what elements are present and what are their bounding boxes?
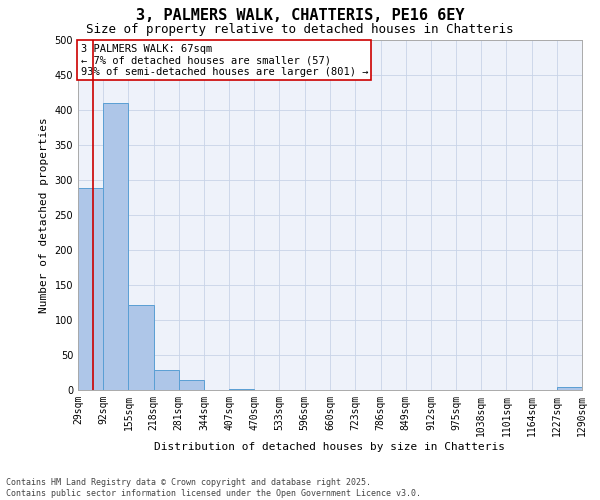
Bar	[128, 304, 154, 390]
Bar	[103, 103, 128, 390]
Text: Size of property relative to detached houses in Chatteris: Size of property relative to detached ho…	[86, 22, 514, 36]
Bar	[229, 388, 254, 390]
Bar	[179, 380, 204, 390]
Bar	[557, 387, 582, 390]
Y-axis label: Number of detached properties: Number of detached properties	[39, 117, 49, 313]
Text: Contains HM Land Registry data © Crown copyright and database right 2025.
Contai: Contains HM Land Registry data © Crown c…	[6, 478, 421, 498]
Bar	[154, 370, 179, 390]
Text: 3 PALMERS WALK: 67sqm
← 7% of detached houses are smaller (57)
93% of semi-detac: 3 PALMERS WALK: 67sqm ← 7% of detached h…	[80, 44, 368, 76]
Text: 3, PALMERS WALK, CHATTERIS, PE16 6EY: 3, PALMERS WALK, CHATTERIS, PE16 6EY	[136, 8, 464, 22]
X-axis label: Distribution of detached houses by size in Chatteris: Distribution of detached houses by size …	[155, 442, 505, 452]
Bar	[78, 188, 103, 390]
